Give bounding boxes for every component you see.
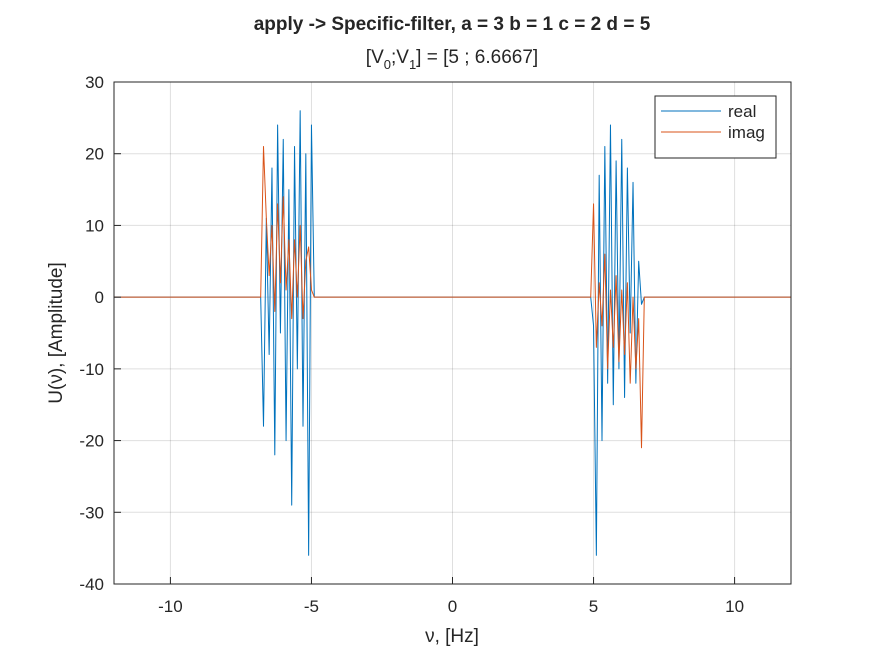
- y-tick-label: -20: [79, 432, 104, 451]
- y-tick-label: -40: [79, 575, 104, 594]
- chart-subtitle: [V0;V1] = [5 ; 6.6667]: [366, 47, 538, 72]
- legend: real imag: [654, 95, 777, 159]
- lines: [114, 110, 791, 556]
- series-line: [114, 146, 791, 449]
- ticks: -10 -5 0 5 10 -40 -30 -20 -10 0 10 20 30: [79, 73, 744, 616]
- legend-label: real: [728, 102, 756, 121]
- legend-label: imag: [728, 123, 765, 142]
- y-tick-label: 0: [95, 288, 104, 307]
- y-tick-label: 30: [85, 73, 104, 92]
- x-tick-label: 10: [725, 597, 744, 616]
- plot-area: [114, 82, 791, 584]
- legend-box: [654, 95, 777, 159]
- chart-title: apply -> Specific-filter, a = 3 b = 1 c …: [254, 14, 651, 35]
- x-tick-label: 5: [589, 597, 598, 616]
- subtitle-sub: 0: [384, 57, 391, 72]
- subtitle-part: ] = [5 ; 6.6667]: [416, 47, 538, 68]
- subtitle-part: ;V: [391, 47, 409, 68]
- x-tick-label: -5: [304, 597, 319, 616]
- x-axis-label: ν, [Hz]: [425, 626, 479, 647]
- y-tick-label: -30: [79, 503, 104, 522]
- x-tick-label: -10: [158, 597, 183, 616]
- x-tick-label: 0: [448, 597, 457, 616]
- y-tick-label: 20: [85, 145, 104, 164]
- y-axis-label: U(ν), [Amplitude]: [46, 262, 67, 403]
- y-tick-label: 10: [85, 216, 104, 235]
- subtitle-part: [V: [366, 47, 384, 68]
- subtitle-sub: 1: [409, 57, 416, 72]
- y-tick-label: -10: [79, 360, 104, 379]
